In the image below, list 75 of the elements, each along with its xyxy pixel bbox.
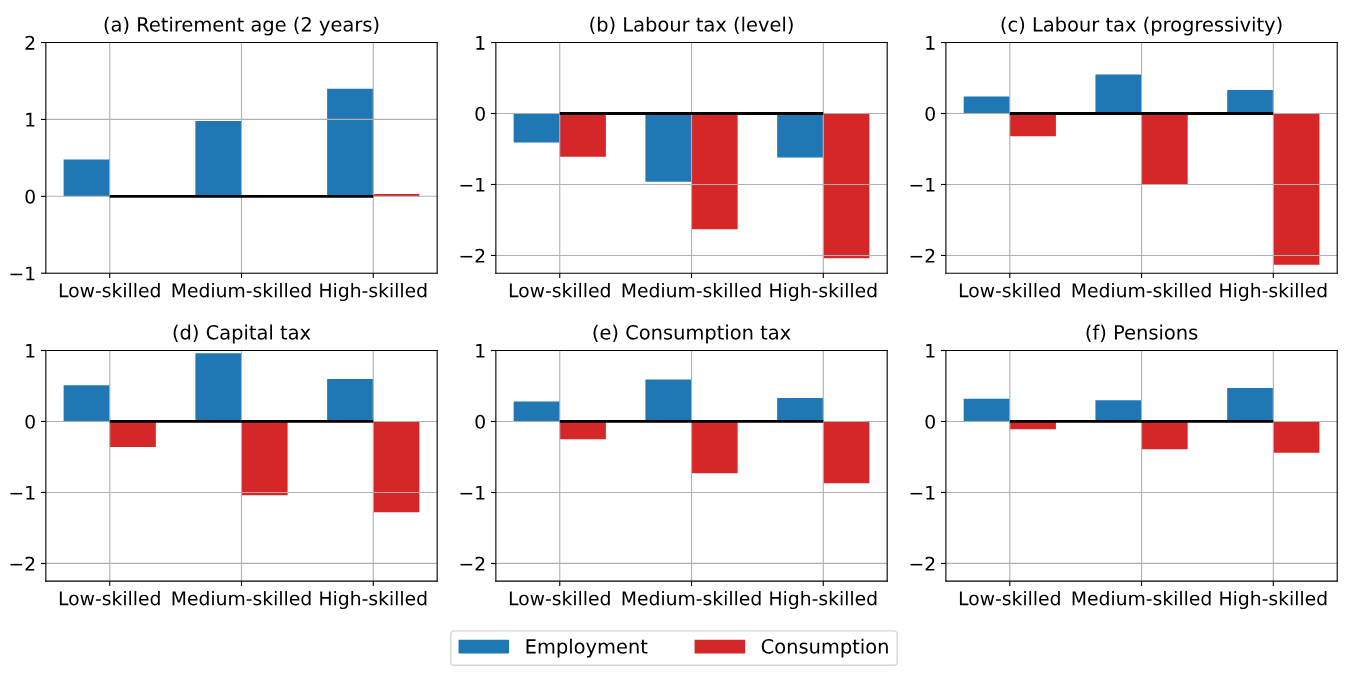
y-tick-label: 0 [925,106,935,121]
bar [373,421,420,513]
y-tick-label: 1 [926,35,935,50]
bar [1141,421,1188,450]
x-tick-label: High-skilled [770,282,877,302]
y-tick-label: −2 [910,248,935,263]
bar [1273,113,1320,265]
x-tick-label: High-skilled [320,590,427,610]
legend-label: Consumption [761,638,888,658]
x-tick-label: Low-skilled [959,282,1060,298]
y-tick-label: 2 [25,35,35,50]
x-tick-label: Medium-skilled [622,282,761,298]
bar [645,379,692,422]
bar [1095,74,1142,114]
bar [963,398,1010,422]
legend-label: Employment [526,638,648,658]
y-tick-label: −1 [910,485,935,500]
x-tick-label: Low-skilled [509,282,610,298]
chart-title: (c) Labour tax (progressivity) [1001,16,1282,36]
y-tick-label: −1 [460,177,485,192]
bar [1227,388,1274,422]
x-tick-label: High-skilled [1220,282,1327,302]
bar [327,88,374,197]
bar [327,378,374,422]
bar [63,385,110,422]
x-tick-label: Low-skilled [509,590,610,606]
y-tick-label: −2 [910,556,935,571]
y-tick-label: 1 [476,35,485,50]
y-tick-label: 1 [926,343,935,358]
x-tick-label: Medium-skilled [622,590,761,606]
bar [963,96,1010,114]
chart-title: (b) Labour tax (level) [590,16,793,34]
y-tick-label: 0 [25,189,35,204]
y-tick-label: 0 [925,414,935,429]
x-tick-label: Low-skilled [959,590,1060,606]
x-tick-label: Medium-skilled [172,590,311,606]
y-tick-label: 0 [25,414,35,429]
bar [241,421,288,496]
y-tick-label: 1 [26,112,35,127]
chart-title: (d) Capital tax [173,324,311,344]
bar [1095,400,1142,422]
y-tick-label: −1 [10,266,35,281]
x-tick-label: Medium-skilled [1072,282,1211,298]
bar [513,401,560,422]
y-tick-label: 0 [475,106,485,121]
x-tick-label: Low-skilled [59,590,160,606]
x-tick-label: Low-skilled [59,282,160,298]
x-tick-label: Medium-skilled [172,282,311,298]
bar [1227,90,1274,114]
bar [1273,421,1320,453]
bar [691,421,738,474]
chart-title: (a) Retirement age (2 years) [104,16,379,36]
bar [195,353,242,422]
chart-title: (e) Consumption tax [593,324,791,344]
x-tick-label: High-skilled [770,590,877,610]
x-tick-label: High-skilled [1220,590,1327,610]
bar [1009,113,1056,137]
bar [1141,113,1188,185]
x-tick-label: High-skilled [320,282,427,302]
y-tick-label: −2 [10,556,35,571]
chart-title: (f) Pensions [1086,324,1198,342]
y-tick-label: −1 [910,177,935,192]
bar [109,421,156,448]
bar [195,120,242,197]
bar [823,421,870,484]
y-tick-label: −1 [10,485,35,500]
bar [63,159,110,197]
x-tick-label: Medium-skilled [1072,590,1211,606]
bar [777,398,824,422]
y-tick-label: −2 [460,248,485,263]
y-tick-label: −1 [460,485,485,500]
y-tick-label: 1 [476,343,485,358]
y-tick-label: −2 [460,556,485,571]
y-tick-label: 1 [26,343,35,358]
y-tick-label: 0 [475,414,485,429]
